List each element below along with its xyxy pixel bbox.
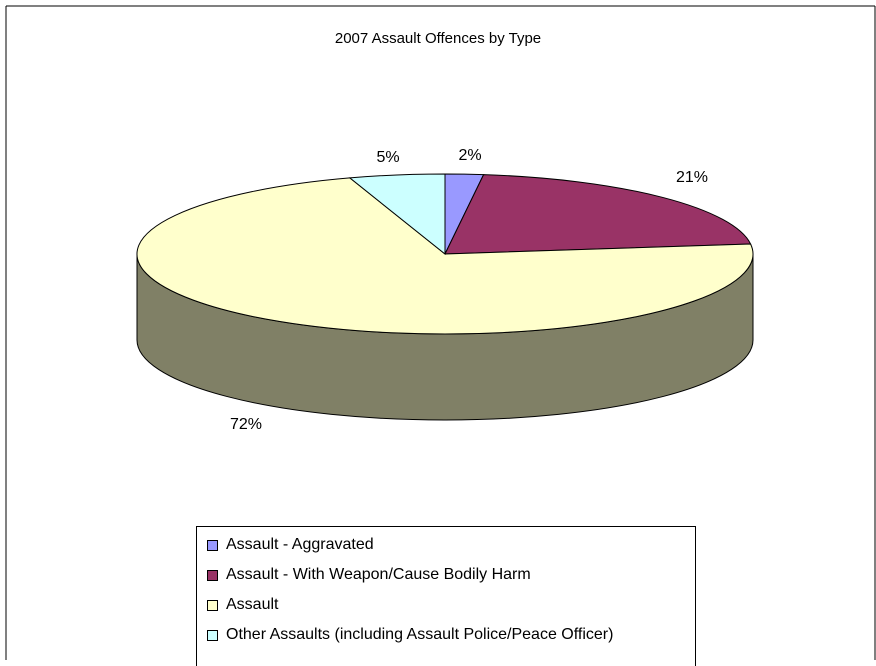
chart-title: 2007 Assault Offences by Type <box>334 30 542 47</box>
legend-label: Other Assaults (including Assault Police… <box>226 626 614 643</box>
legend-item-assault: Assault <box>207 594 278 616</box>
legend-item-other-assaults: Other Assaults (including Assault Police… <box>207 624 613 646</box>
legend-item-with-weapon: Assault - With Weapon/Cause Bodily Harm <box>207 564 531 586</box>
slice-percent-label: 5% <box>376 149 399 166</box>
legend-swatch <box>207 629 218 641</box>
legend-item-aggravated: Assault - Aggravated <box>207 534 374 556</box>
legend-label: Assault - With Weapon/Cause Bodily Harm <box>226 566 531 583</box>
pie-slice <box>136 177 754 335</box>
slice-percent-label: 2% <box>458 147 481 164</box>
legend-label: Assault - Aggravated <box>226 536 374 553</box>
pie-slice <box>348 173 446 256</box>
slice-percent-label: 21% <box>676 169 708 186</box>
pie-slice <box>444 174 752 255</box>
legend-label: Assault <box>226 596 279 613</box>
slice-percent-label: 72% <box>230 416 262 433</box>
legend-swatch <box>207 539 218 551</box>
legend-swatch <box>207 569 218 581</box>
legend-swatch <box>207 599 218 611</box>
legend: Assault - Aggravated Assault - With Weap… <box>196 526 696 666</box>
